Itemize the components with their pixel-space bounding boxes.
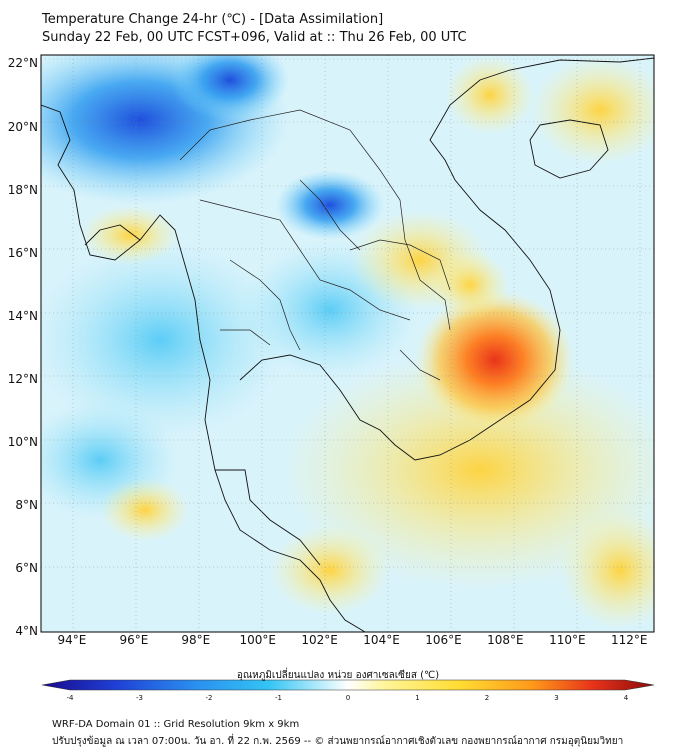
borders [179,109,451,381]
coastlines [41,57,654,632]
lon-label: 100°E [239,633,276,647]
lon-label: 102°E [301,633,338,647]
lon-label: 112°E [610,633,648,647]
lat-label: 4°N [15,624,38,638]
colorbar-tick: -3 [136,694,143,702]
grid-lines [41,55,654,632]
colorbar-tick: -4 [66,694,74,702]
lon-label: 106°E [425,633,462,647]
colorbar-tick: 3 [554,694,559,702]
lon-label: 94°E [57,633,87,647]
colorbar-tick: -2 [205,694,213,702]
lat-label: 18°N [7,182,38,197]
map-frame [40,54,655,633]
lat-label: 10°N [7,434,38,449]
map-title: Temperature Change 24-hr (℃) - [Data Ass… [42,12,384,27]
lon-label: 110°E [549,633,586,647]
footer-update-info: ปรับปรุงข้อมูล ณ เวลา 07:00น. วัน อา. ที… [52,736,624,747]
temperature-field [41,55,654,632]
lon-label: 108°E [487,633,524,647]
colorbar-tick: 4 [623,694,629,702]
lat-label: 8°N [15,497,38,512]
map-subtitle: Sunday 22 Feb, 00 UTC FCST+096, Valid at… [42,30,467,45]
colorbar-tick: 2 [484,694,490,702]
lat-label: 14°N [7,308,38,323]
lon-label: 98°E [181,633,211,647]
lat-label: 6°N [15,560,38,575]
colorbar-tick: 0 [345,694,351,702]
lat-label: 12°N [7,371,38,386]
lon-label: 96°E [119,633,149,647]
lon-label: 104°E [363,633,400,647]
colorbar-tick: -1 [275,694,282,702]
colorbar-label: อุณหภูมิเปลี่ยนแปลง หน่วย องศาเซลเซียส (… [236,670,440,681]
lat-label: 20°N [7,119,38,134]
footer-model-info: WRF-DA Domain 01 :: Grid Resolution 9km … [52,719,300,730]
colorbar-tick: 1 [415,694,420,702]
lat-label: 16°N [7,245,38,260]
colorbar [41,679,655,691]
lat-label: 22°N [7,56,38,71]
